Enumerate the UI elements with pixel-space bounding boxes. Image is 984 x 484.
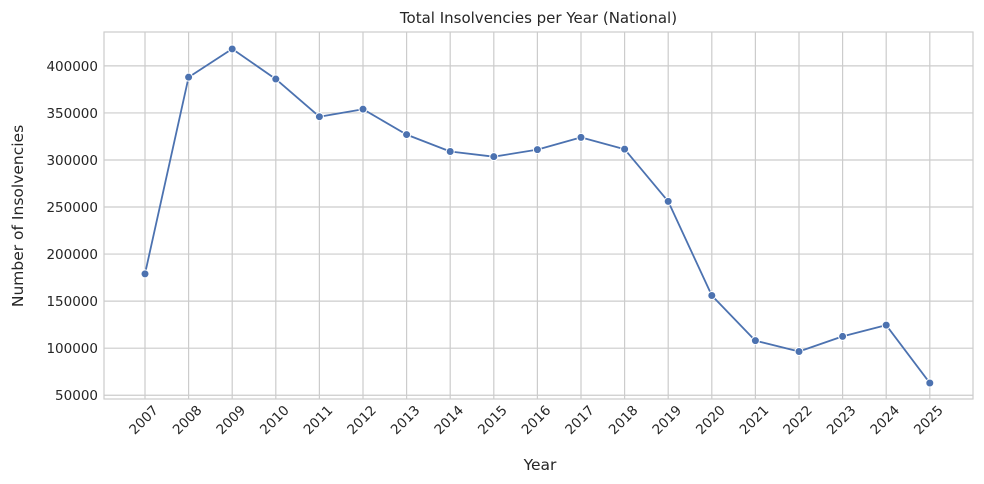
data-point xyxy=(489,152,499,162)
y-tick-label: 250000 xyxy=(46,200,98,216)
x-tick-label: 2015 xyxy=(475,403,511,439)
x-tick-label: 2025 xyxy=(911,403,947,439)
data-point xyxy=(358,104,368,114)
chart-title: Total Insolvencies per Year (National) xyxy=(399,9,677,27)
data-point xyxy=(184,72,194,82)
data-point xyxy=(402,130,412,140)
y-tick-label: 100000 xyxy=(46,341,98,357)
x-tick-label: 2024 xyxy=(867,403,903,439)
x-tick-label: 2016 xyxy=(519,403,555,439)
data-point xyxy=(445,147,455,157)
y-tick-label: 200000 xyxy=(46,247,98,263)
y-axis-label: Number of Insolvencies xyxy=(9,125,27,307)
y-tick-label: 400000 xyxy=(46,59,98,75)
data-point xyxy=(532,145,542,155)
y-tick-label: 150000 xyxy=(46,294,98,310)
x-tick-label: 2018 xyxy=(606,403,642,439)
x-tick-label: 2007 xyxy=(126,403,162,439)
x-tick-label: 2014 xyxy=(431,403,467,439)
x-tick-label: 2017 xyxy=(562,403,598,439)
data-point xyxy=(576,132,586,142)
y-tick-label: 350000 xyxy=(46,106,98,122)
x-tick-label: 2013 xyxy=(388,403,424,439)
x-tick-label: 2011 xyxy=(301,403,337,439)
x-tick-label: 2012 xyxy=(344,403,380,439)
data-point xyxy=(227,44,237,54)
x-axis-label: Year xyxy=(523,456,557,474)
data-point xyxy=(140,269,150,279)
series-marker-layer xyxy=(140,44,935,388)
data-point xyxy=(663,196,673,206)
data-point xyxy=(314,112,324,122)
data-point xyxy=(707,290,717,300)
data-point xyxy=(794,346,804,356)
x-tick-label: 2022 xyxy=(780,403,816,439)
x-tick-label: 2019 xyxy=(649,403,685,439)
x-tick-label: 2010 xyxy=(257,403,293,439)
x-tick-label: 2023 xyxy=(824,403,860,439)
x-tick-labels: 2007 2008 2009 2010 2011 2012 2013 2014 2015 2016… xyxy=(126,403,946,439)
data-point xyxy=(271,74,281,84)
grid-lines xyxy=(104,32,973,399)
data-point xyxy=(925,378,935,388)
x-tick-label: 2020 xyxy=(693,403,729,439)
plot-frame xyxy=(103,31,974,400)
data-point xyxy=(838,331,848,341)
y-tick-labels: 50000 100000 150000 200000 250000 300000 35000… xyxy=(46,59,98,404)
data-point xyxy=(750,336,760,346)
data-point xyxy=(620,144,630,154)
data-point xyxy=(881,320,891,330)
y-tick-label: 50000 xyxy=(55,388,98,404)
x-tick-label: 2009 xyxy=(213,403,249,439)
x-tick-label: 2021 xyxy=(737,403,773,439)
y-tick-label: 300000 xyxy=(46,153,98,169)
x-tick-label: 2008 xyxy=(170,403,206,439)
